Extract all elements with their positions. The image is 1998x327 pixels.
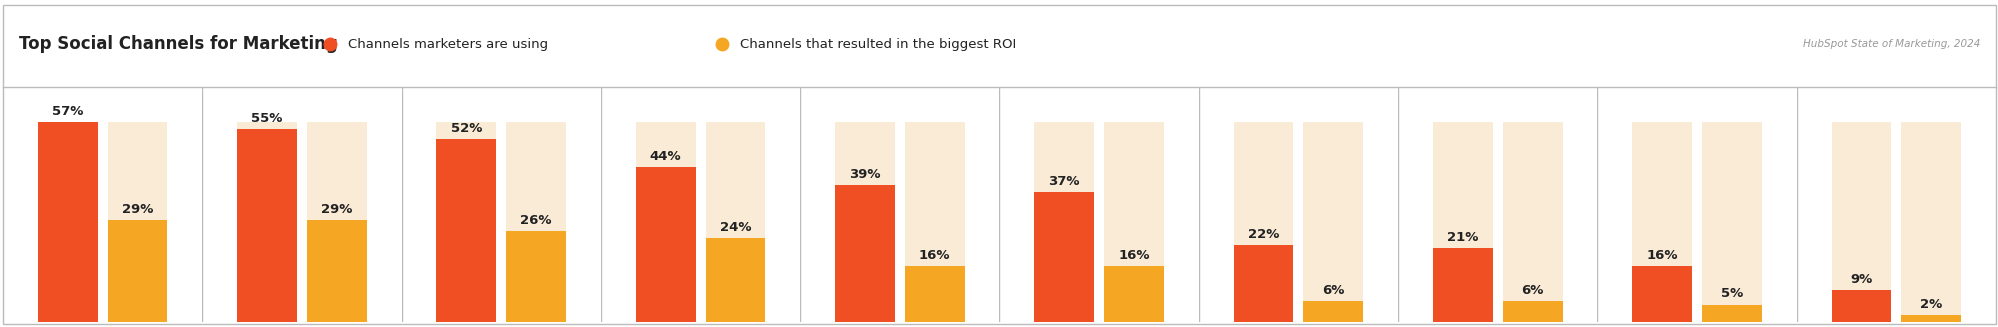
- Text: 22%: 22%: [1247, 228, 1279, 241]
- Bar: [1502, 122, 1562, 322]
- Bar: [705, 122, 765, 322]
- Text: 16%: 16%: [1646, 249, 1676, 262]
- Bar: [1303, 301, 1363, 322]
- Bar: [635, 122, 695, 322]
- Bar: [905, 266, 965, 322]
- Bar: [38, 122, 98, 322]
- Point: [987, 320, 1011, 324]
- Point: [1584, 317, 1608, 320]
- Text: 16%: 16%: [919, 249, 949, 262]
- Bar: [1033, 192, 1093, 322]
- Bar: [436, 139, 496, 322]
- Point: [1385, 320, 1409, 324]
- Text: 26%: 26%: [519, 214, 551, 227]
- Point: [589, 320, 613, 324]
- Bar: [1700, 122, 1760, 322]
- Point: [1584, 320, 1608, 324]
- Text: Channels that resulted in the biggest ROI: Channels that resulted in the biggest RO…: [739, 38, 1017, 51]
- Bar: [1103, 266, 1163, 322]
- Bar: [635, 167, 695, 322]
- Text: 9%: 9%: [1850, 273, 1872, 286]
- Bar: [308, 122, 366, 322]
- Bar: [1900, 315, 1960, 322]
- Bar: [1632, 122, 1690, 322]
- Text: 6%: 6%: [1321, 284, 1345, 297]
- Bar: [835, 122, 895, 322]
- Bar: [38, 122, 98, 322]
- Text: 24%: 24%: [719, 220, 751, 233]
- Bar: [1502, 301, 1562, 322]
- Text: 57%: 57%: [52, 105, 84, 118]
- Point: [390, 320, 414, 324]
- Bar: [835, 185, 895, 322]
- Point: [390, 317, 414, 320]
- Bar: [1900, 122, 1960, 322]
- Text: 2%: 2%: [1920, 298, 1942, 311]
- Bar: [238, 129, 298, 322]
- Bar: [1830, 122, 1890, 322]
- Bar: [1233, 245, 1293, 322]
- Text: 44%: 44%: [649, 150, 681, 163]
- Text: 29%: 29%: [122, 203, 154, 216]
- Point: [190, 317, 214, 320]
- Bar: [1303, 122, 1363, 322]
- Bar: [108, 122, 168, 322]
- Text: Channels marketers are using: Channels marketers are using: [348, 38, 547, 51]
- Bar: [905, 122, 965, 322]
- Point: [1187, 317, 1211, 320]
- Point: [589, 317, 613, 320]
- Text: 39%: 39%: [849, 168, 881, 181]
- Bar: [1700, 304, 1760, 322]
- Point: [787, 320, 811, 324]
- Bar: [1033, 122, 1093, 322]
- Point: [1385, 317, 1409, 320]
- Bar: [1103, 122, 1163, 322]
- Bar: [308, 220, 366, 322]
- Text: HubSpot State of Marketing, 2024: HubSpot State of Marketing, 2024: [1802, 39, 1980, 49]
- Point: [987, 317, 1011, 320]
- Bar: [1233, 122, 1293, 322]
- Text: 37%: 37%: [1049, 175, 1079, 188]
- Text: Top Social Channels for Marketing: Top Social Channels for Marketing: [18, 35, 338, 53]
- Text: 6%: 6%: [1520, 284, 1542, 297]
- Point: [787, 317, 811, 320]
- Bar: [238, 122, 298, 322]
- Point: [1784, 320, 1808, 324]
- Bar: [108, 220, 168, 322]
- Bar: [1433, 248, 1493, 322]
- Bar: [705, 238, 765, 322]
- Bar: [505, 231, 565, 322]
- Point: [190, 320, 214, 324]
- Text: 21%: 21%: [1447, 231, 1479, 244]
- Text: 55%: 55%: [252, 112, 282, 125]
- Text: 29%: 29%: [322, 203, 352, 216]
- Text: 52%: 52%: [450, 122, 482, 135]
- Bar: [1433, 122, 1493, 322]
- Text: 16%: 16%: [1117, 249, 1149, 262]
- Bar: [1632, 266, 1690, 322]
- Bar: [1830, 290, 1890, 322]
- Bar: [436, 122, 496, 322]
- Point: [1784, 317, 1808, 320]
- Bar: [505, 122, 565, 322]
- Point: [1187, 320, 1211, 324]
- Text: 5%: 5%: [1720, 287, 1742, 300]
